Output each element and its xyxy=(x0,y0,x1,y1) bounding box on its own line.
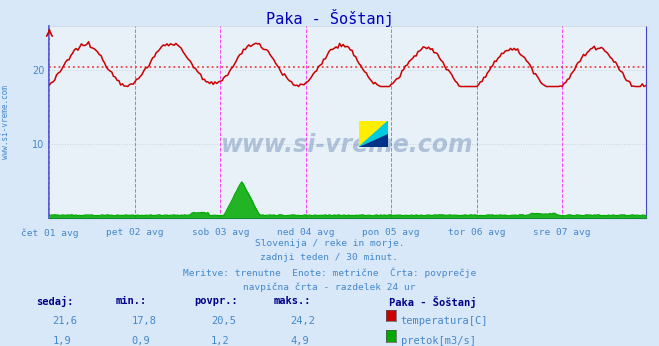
Text: ned 04 avg: ned 04 avg xyxy=(277,228,335,237)
Text: pretok[m3/s]: pretok[m3/s] xyxy=(401,336,476,346)
Text: 17,8: 17,8 xyxy=(132,316,157,326)
Text: 20,5: 20,5 xyxy=(211,316,236,326)
Text: temperatura[C]: temperatura[C] xyxy=(401,316,488,326)
Text: pon 05 avg: pon 05 avg xyxy=(362,228,420,237)
Text: www.si-vreme.com: www.si-vreme.com xyxy=(221,133,474,157)
Text: 21,6: 21,6 xyxy=(53,316,78,326)
Text: navpična črta - razdelek 24 ur: navpična črta - razdelek 24 ur xyxy=(243,282,416,292)
Text: www.si-vreme.com: www.si-vreme.com xyxy=(1,85,10,159)
Text: min.:: min.: xyxy=(115,296,146,306)
Text: 4,9: 4,9 xyxy=(290,336,308,346)
Text: 1,2: 1,2 xyxy=(211,336,229,346)
Text: tor 06 avg: tor 06 avg xyxy=(448,228,505,237)
Text: sre 07 avg: sre 07 avg xyxy=(533,228,591,237)
Text: povpr.:: povpr.: xyxy=(194,296,238,306)
Text: 0,9: 0,9 xyxy=(132,336,150,346)
Polygon shape xyxy=(359,134,388,147)
Text: pet 02 avg: pet 02 avg xyxy=(106,228,163,237)
Text: Slovenija / reke in morje.: Slovenija / reke in morje. xyxy=(255,239,404,248)
Polygon shape xyxy=(359,121,388,147)
Text: sob 03 avg: sob 03 avg xyxy=(192,228,249,237)
Text: 1,9: 1,9 xyxy=(53,336,71,346)
Text: maks.:: maks.: xyxy=(273,296,311,306)
Polygon shape xyxy=(359,121,388,147)
Text: Paka - Šoštanj: Paka - Šoštanj xyxy=(389,296,476,308)
Text: Paka - Šoštanj: Paka - Šoštanj xyxy=(266,9,393,27)
Text: Meritve: trenutne  Enote: metrične  Črta: povprečje: Meritve: trenutne Enote: metrične Črta: … xyxy=(183,268,476,278)
Text: sedaj:: sedaj: xyxy=(36,296,74,307)
Text: zadnji teden / 30 minut.: zadnji teden / 30 minut. xyxy=(260,253,399,262)
Text: čet 01 avg: čet 01 avg xyxy=(20,228,78,238)
Text: 24,2: 24,2 xyxy=(290,316,315,326)
